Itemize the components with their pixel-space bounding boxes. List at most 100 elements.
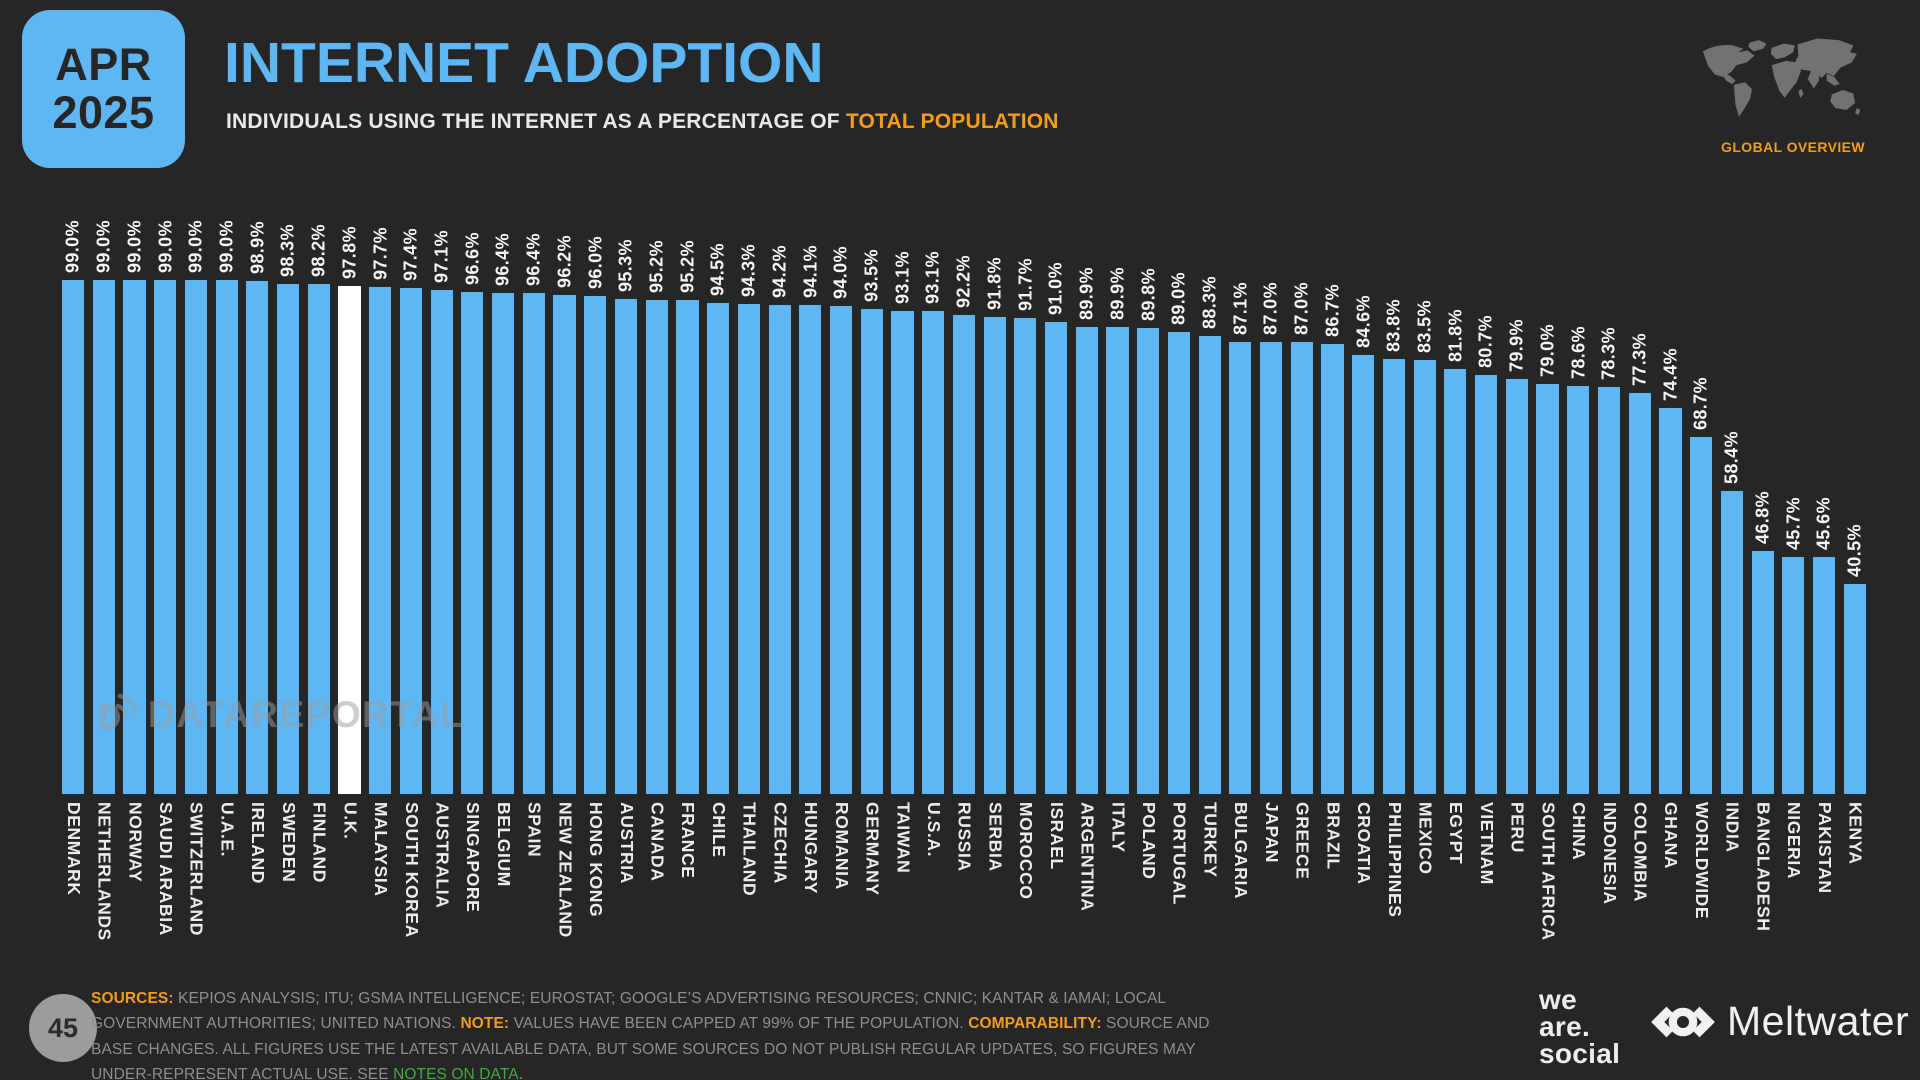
bar-column: 94.1% HUNGARY bbox=[795, 172, 826, 960]
bar-column: 91.8% SERBIA bbox=[980, 172, 1011, 960]
bar bbox=[1321, 344, 1344, 794]
bar bbox=[891, 311, 914, 794]
bar-value-label: 91.8% bbox=[984, 256, 1005, 310]
bar bbox=[522, 293, 545, 794]
bar bbox=[768, 305, 791, 794]
bar-value-label: 94.5% bbox=[707, 242, 728, 296]
bar-category-label: TAIWAN bbox=[893, 802, 914, 874]
bar-value-label: 88.3% bbox=[1199, 275, 1220, 329]
bar-value-label: 87.0% bbox=[1291, 281, 1312, 335]
bar-column: 96.0% HONG KONG bbox=[580, 172, 611, 960]
bar-value-label: 97.7% bbox=[370, 226, 391, 280]
bar-category-label: INDIA bbox=[1722, 802, 1743, 853]
bar-column: 88.3% TURKEY bbox=[1195, 172, 1226, 960]
sources-note: SOURCES: KEPIOS ANALYSIS; ITU; GSMA INTE… bbox=[91, 986, 1213, 1080]
bar-value-label: 94.1% bbox=[800, 244, 821, 298]
bar-category-label: JAPAN bbox=[1261, 802, 1282, 864]
bar-category-label: BRAZIL bbox=[1323, 802, 1344, 870]
was-line-we: we bbox=[1539, 984, 1577, 1015]
bar-column: 99.0% DENMARK bbox=[58, 172, 89, 960]
bar bbox=[215, 280, 238, 794]
bar-value-label: 92.2% bbox=[953, 254, 974, 308]
bar bbox=[492, 293, 515, 794]
bar bbox=[1137, 328, 1160, 794]
bar-value-label: 45.7% bbox=[1783, 496, 1804, 550]
bar-column: 95.2% CANADA bbox=[642, 172, 673, 960]
bar bbox=[461, 292, 484, 794]
bar-category-label: DENMARK bbox=[63, 802, 84, 896]
bar bbox=[829, 306, 853, 794]
bar bbox=[1413, 360, 1436, 794]
bar-value-label: 99.0% bbox=[155, 219, 176, 273]
bar-value-label: 94.0% bbox=[830, 245, 851, 299]
bar-column: 83.5% MEXICO bbox=[1410, 172, 1441, 960]
bar-column: 96.4% SPAIN bbox=[519, 172, 550, 960]
bar-category-label: CZECHIA bbox=[770, 802, 791, 884]
bar-value-label: 91.0% bbox=[1045, 261, 1066, 315]
bar-column: 99.0% SAUDI ARABIA bbox=[150, 172, 181, 960]
bar-value-label: 93.1% bbox=[922, 250, 943, 304]
bar-category-label: SAUDI ARABIA bbox=[156, 802, 177, 936]
bar-value-label: 45.6% bbox=[1813, 496, 1834, 550]
bar bbox=[92, 280, 115, 794]
bar-value-label: 40.5% bbox=[1844, 523, 1865, 577]
bar bbox=[338, 286, 361, 794]
bar-column: 68.7% WORLDWIDE bbox=[1686, 172, 1717, 960]
bar-value-label: 99.0% bbox=[124, 219, 145, 273]
bar-category-label: SWITZERLAND bbox=[186, 802, 207, 936]
bar bbox=[645, 300, 668, 794]
bar-category-label: CROATIA bbox=[1354, 802, 1375, 885]
bar-column: 91.0% ISRAEL bbox=[1041, 172, 1072, 960]
bar-category-label: AUSTRALIA bbox=[432, 802, 453, 909]
bar-value-label: 99.0% bbox=[216, 219, 237, 273]
global-overview-label: GLOBAL OVERVIEW bbox=[1721, 139, 1865, 155]
bar-category-label: GERMANY bbox=[862, 802, 883, 896]
bar-column: 87.0% JAPAN bbox=[1256, 172, 1287, 960]
date-badge-month: APR bbox=[55, 39, 152, 91]
bar-value-label: 94.2% bbox=[769, 244, 790, 298]
bar-value-label: 89.0% bbox=[1168, 271, 1189, 325]
bar-category-label: SOUTH KOREA bbox=[401, 802, 422, 938]
bar-chart: 99.0% DENMARK 99.0% NETHERLANDS 99.0% NORWAY 9… bbox=[58, 172, 1870, 960]
bar-category-label: PAKISTAN bbox=[1814, 802, 1835, 894]
bar bbox=[553, 295, 576, 794]
bar-value-label: 95.2% bbox=[646, 239, 667, 293]
bar bbox=[799, 305, 822, 794]
bar bbox=[922, 311, 945, 794]
bar-column: 78.6% CHINA bbox=[1563, 172, 1594, 960]
we-are-social-logo: we are. social bbox=[1539, 984, 1620, 1067]
bar-column: 74.4% GHANA bbox=[1655, 172, 1686, 960]
bar bbox=[184, 280, 207, 794]
bar-column: 58.4% INDIA bbox=[1717, 172, 1748, 960]
bar-value-label: 99.0% bbox=[93, 219, 114, 273]
comparability-label: COMPARABILITY: bbox=[968, 1015, 1102, 1033]
bar-value-label: 96.4% bbox=[523, 232, 544, 286]
bar bbox=[1106, 327, 1129, 794]
bar-column: 83.8% PHILIPPINES bbox=[1379, 172, 1410, 960]
subtitle-prefix: INDIVIDUALS USING THE INTERNET AS A PERC… bbox=[226, 110, 846, 133]
bar-value-label: 95.2% bbox=[677, 239, 698, 293]
bar bbox=[1597, 387, 1621, 794]
bar bbox=[1505, 379, 1528, 794]
bar bbox=[1167, 332, 1190, 794]
bar-category-label: SWEDEN bbox=[278, 802, 299, 883]
bar-value-label: 93.5% bbox=[861, 248, 882, 302]
bar-value-label: 87.1% bbox=[1230, 281, 1251, 335]
bar-column: 89.9% ITALY bbox=[1102, 172, 1133, 960]
bar bbox=[952, 315, 975, 794]
bar-column: 94.2% CZECHIA bbox=[765, 172, 796, 960]
page-title: INTERNET ADOPTION bbox=[224, 31, 824, 95]
bar-column: 78.3% INDONESIA bbox=[1594, 172, 1625, 960]
bar-category-label: BELGIUM bbox=[493, 802, 514, 887]
bar-value-label: 91.7% bbox=[1015, 257, 1036, 311]
bar-column: 79.0% SOUTH AFRICA bbox=[1533, 172, 1564, 960]
bar-column: 96.6% SINGAPORE bbox=[457, 172, 488, 960]
bar bbox=[1075, 327, 1098, 794]
bar bbox=[1044, 322, 1068, 794]
bar bbox=[1290, 342, 1313, 794]
bar bbox=[1782, 557, 1805, 794]
bar-value-label: 89.9% bbox=[1107, 266, 1128, 320]
notes-on-data-link[interactable]: NOTES ON DATA bbox=[393, 1065, 519, 1080]
bar-column: 87.0% GREECE bbox=[1287, 172, 1318, 960]
